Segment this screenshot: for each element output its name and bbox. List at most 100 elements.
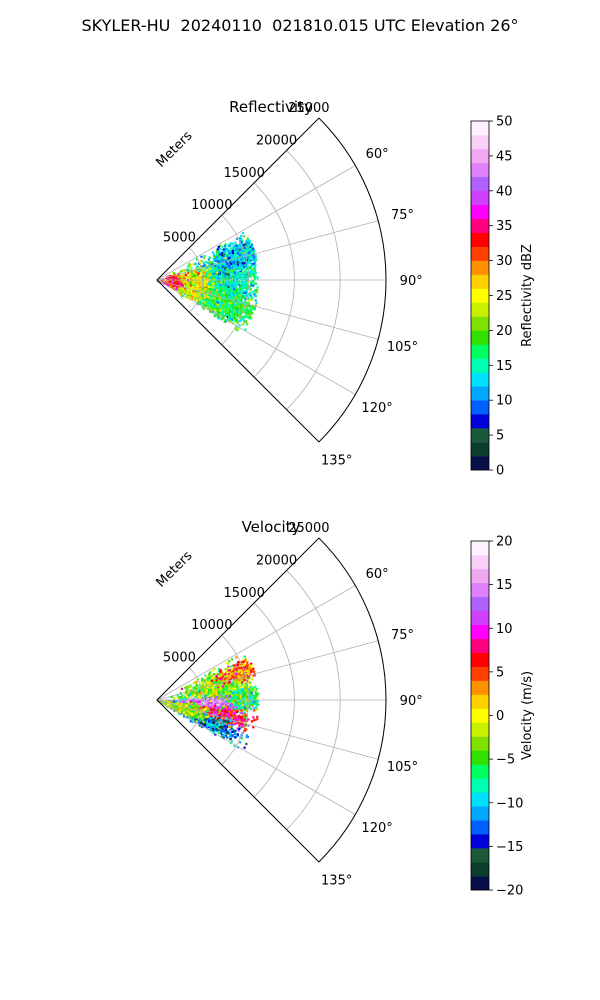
radial-tick-label: 15000 [224,166,265,181]
radar-gate [231,312,234,315]
radar-gate [227,678,230,681]
radar-gate [206,694,209,697]
radar-gate [231,252,234,255]
radar-gate [213,284,216,288]
radar-gate [206,268,209,271]
colorbar-tick-label: 40 [496,184,513,199]
radar-gate [222,693,225,696]
colorbar-tick-label: 30 [496,254,513,269]
radar-gate [217,309,220,312]
radar-gate [254,253,257,256]
radar-gate [228,245,231,248]
radar-gate [209,686,213,689]
radar-gate [242,684,245,687]
colorbar-swatch [471,148,489,164]
radar-gate [185,698,188,701]
radar-gate [174,278,177,281]
radar-gate [182,288,185,291]
radar-gate [217,280,220,283]
radar-gate [238,267,241,270]
radar-gate [229,693,232,696]
radar-gate [188,263,191,266]
radar-gate [207,305,210,308]
radar-gate [228,263,232,266]
radar-gate [204,274,207,278]
radar-gate [242,310,245,313]
radar-gate [208,300,211,303]
radar-gate [222,250,225,253]
radar-gate [225,310,228,313]
radar-gate [213,679,216,683]
radar-gate [228,293,232,296]
radar-gate [216,300,219,303]
radar-gate [245,294,248,297]
radar-gate [251,252,254,255]
radar-gate [236,262,239,265]
radar-gate [192,276,195,279]
colorbar-swatch [471,288,489,303]
radar-gate [189,689,192,692]
radar-gate [182,276,185,280]
radar-gate [183,291,186,294]
radar-gate [208,296,211,299]
radar-gate [198,281,201,284]
radar-gate [225,303,228,306]
radar-gate [235,310,238,313]
radar-gate [230,262,233,265]
radar-gate [251,291,254,294]
radar-gate [217,266,220,270]
radar-gate [249,681,252,684]
radar-gate [207,676,210,679]
azimuth-spoke [156,279,356,395]
radar-gate [240,677,243,680]
radar-gate [242,271,246,274]
radar-gate [227,313,230,316]
radar-gate [203,254,206,258]
radar-gate [209,283,212,286]
radar-gate [224,253,228,256]
radar-gate [188,298,191,301]
colorbar-swatch [471,456,489,471]
radar-gate [236,249,239,252]
radar-gate [216,685,219,688]
radar-gate [241,296,244,299]
radar-gate [235,267,238,271]
radar-gate [234,241,237,244]
radar-gate [187,695,190,698]
radar-gate [197,279,200,282]
colorbar-tick-label: 20 [496,324,513,339]
radar-gate [255,282,258,285]
radar-gate [217,260,220,263]
panel-reflectivity: Reflectivity500010000150002000025000Mete… [154,98,535,479]
radar-gate [198,286,202,289]
azimuth-spoke [156,220,379,281]
radar-gate [229,291,232,294]
colorbar-swatch [471,316,489,331]
radar-gate [246,267,249,270]
radar-gate [230,287,233,290]
radar-gate [245,275,248,278]
radar-gate [229,271,232,275]
radar-gate [213,303,217,306]
radar-gate [227,685,230,688]
radar-gate [224,678,227,681]
radar-gate [217,293,220,296]
radar-gate [207,258,210,261]
radial-tick-label: 25000 [288,101,329,116]
radar-gate [180,687,184,690]
radar-gate [234,285,237,288]
radar-gate [208,285,211,288]
radar-gate [197,274,200,277]
radar-gate [239,269,242,272]
radar-gate [221,311,224,314]
radar-gate [238,680,241,683]
radar-gate [228,267,232,270]
radar-gate [188,272,192,275]
radar-gate [211,251,215,254]
radar-gate [239,320,242,323]
radar-gate [204,285,207,288]
radar-gate [195,287,198,290]
radar-gate [229,315,232,318]
radar-gate [238,686,241,689]
radar-gate [224,289,227,292]
